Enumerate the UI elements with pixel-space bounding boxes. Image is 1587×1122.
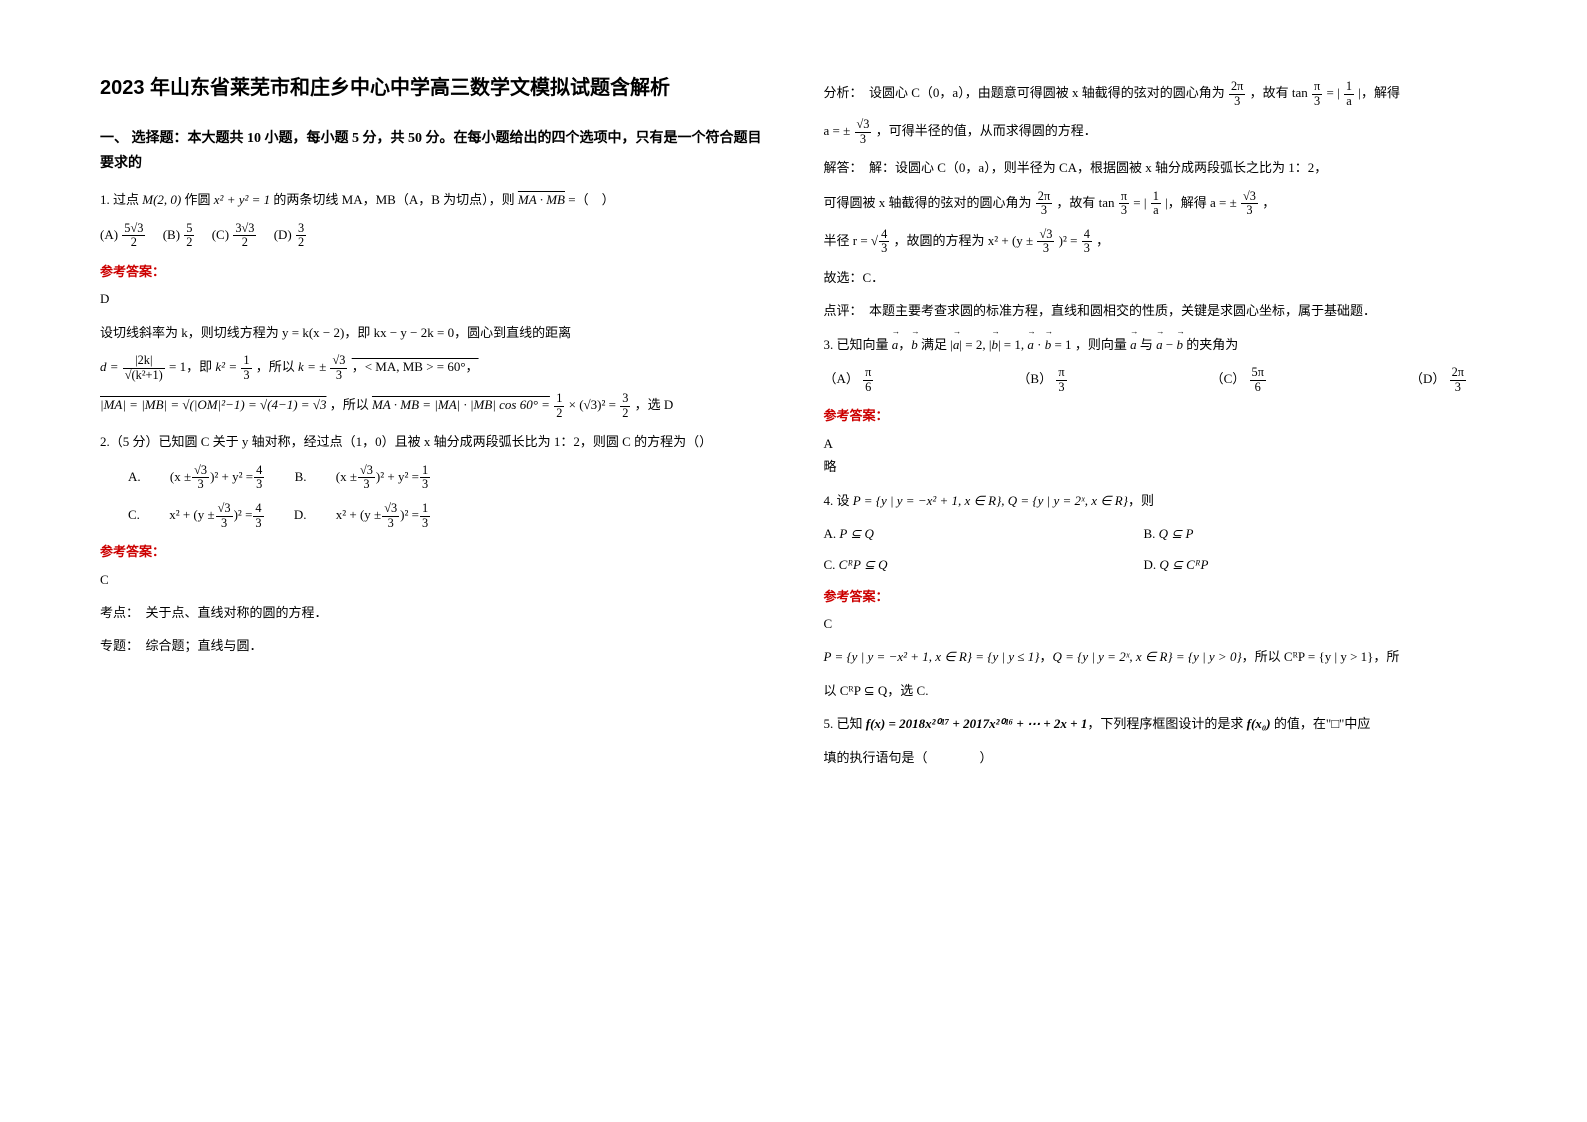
q2-answer-label: 参考答案： (100, 540, 764, 563)
section1-heading: 一、 选择题：本大题共 10 小题，每小题 5 分，共 50 分。在每小题给出的… (100, 126, 764, 176)
q4-answer-label: 参考答案： (824, 585, 1488, 608)
q3-lue: 略 (824, 455, 1488, 478)
q2-jieda: 解答： 解：设圆心 C（0，a），则半径为 CA，根据圆被 x 轴分成两段弧长之… (824, 156, 1488, 179)
q2-jieda-l4: 半径 r = √43 ，故圆的方程为 x² + (y ± √33 )² = 43… (824, 228, 1488, 256)
q2-options-row1: A. (x ±√33)² + y² =43 B. (x ±√33)² + y² … (128, 464, 764, 492)
q4-sol1: P = {y | y = −x² + 1, x ∈ R} = {y | y ≤ … (824, 645, 1488, 668)
q2-jieda-l3: 可得圆被 x 轴截得的弦对的圆心角为 2π3 ，故有 tan π3 = | 1a… (824, 190, 1488, 218)
q2-dianping: 点评： 本题主要考查求圆的标准方程，直线和圆相交的性质，关键是求圆心坐标，属于基… (824, 299, 1488, 322)
q1-sol1: 设切线斜率为 k，则切线方程为 y = k(x − 2)，即 kx − y − … (100, 321, 764, 344)
q4-stem: 4. 设 P = {y | y = −x² + 1, x ∈ R}, Q = {… (824, 489, 1488, 512)
q5-stem-l2: 填的执行语句是（ ） (824, 746, 1488, 769)
q5-stem: 5. 已知 f(x) = 2018x²⁰¹⁷ + 2017x²⁰¹⁶ + ⋯ +… (824, 712, 1488, 735)
left-column: 2023 年山东省莱芜市和庄乡中心中学高三数学文模拟试题含解析 一、 选择题：本… (100, 70, 764, 779)
q2-fenxi-l2: a = ± √33 ，可得半径的值，从而求得圆的方程． (824, 118, 1488, 146)
q1-sol3: |MA| = |MB| = √(|OM|²−1) = √(4−1) = √3 ，… (100, 392, 764, 420)
q1-sol2: d = |2k|√(k²+1) = 1，即 k² = 13 ，所以 k = ± … (100, 354, 764, 382)
doc-title: 2023 年山东省莱芜市和庄乡中心中学高三数学文模拟试题含解析 (100, 70, 764, 106)
q2-guxuan: 故选：C． (824, 266, 1488, 289)
q3-answer-label: 参考答案： (824, 404, 1488, 427)
q2-stem: 2.（5 分）已知圆 C 关于 y 轴对称，经过点（1，0）且被 x 轴分成两段… (100, 430, 764, 453)
q1-answer-label: 参考答案： (100, 260, 764, 283)
q1-answer: D (100, 287, 764, 310)
q4-options: A. P ⊆ Q B. Q ⊆ P C. CᴿP ⊆ Q D. Q ⊆ CᴿP (824, 522, 1488, 577)
q4-sol2: 以 CᴿP ⊆ Q，选 C. (824, 679, 1488, 702)
q1-stem: 1. 过点 M(2, 0) 作圆 x² + y² = 1 的两条切线 MA，MB… (100, 188, 764, 211)
right-column: 分析： 设圆心 C（0，a），由题意可得圆被 x 轴截得的弦对的圆心角为 2π3… (824, 70, 1488, 779)
q1-options: (A) 5√32 (B) 52 (C) 3√32 (D) 32 (100, 222, 764, 250)
q3-options: （A） π6 （B） π3 （C） 5π6 （D） 2π3 (824, 366, 1488, 394)
q4-answer: C (824, 612, 1488, 635)
q3-answer: A (824, 432, 1488, 455)
q2-kaodian: 考点： 关于点、直线对称的圆的方程． (100, 601, 764, 624)
q3-stem: 3. 已知向量 a，b 满足 |a| = 2, |b| = 1, a · b =… (824, 333, 1488, 356)
q2-zhuanti: 专题： 综合题；直线与圆． (100, 634, 764, 657)
q2-answer: C (100, 568, 764, 591)
q2-fenxi: 分析： 设圆心 C（0，a），由题意可得圆被 x 轴截得的弦对的圆心角为 2π3… (824, 80, 1488, 108)
q2-options-row2: C. x² + (y ±√33)² =43 D. x² + (y ±√33)² … (128, 502, 764, 530)
